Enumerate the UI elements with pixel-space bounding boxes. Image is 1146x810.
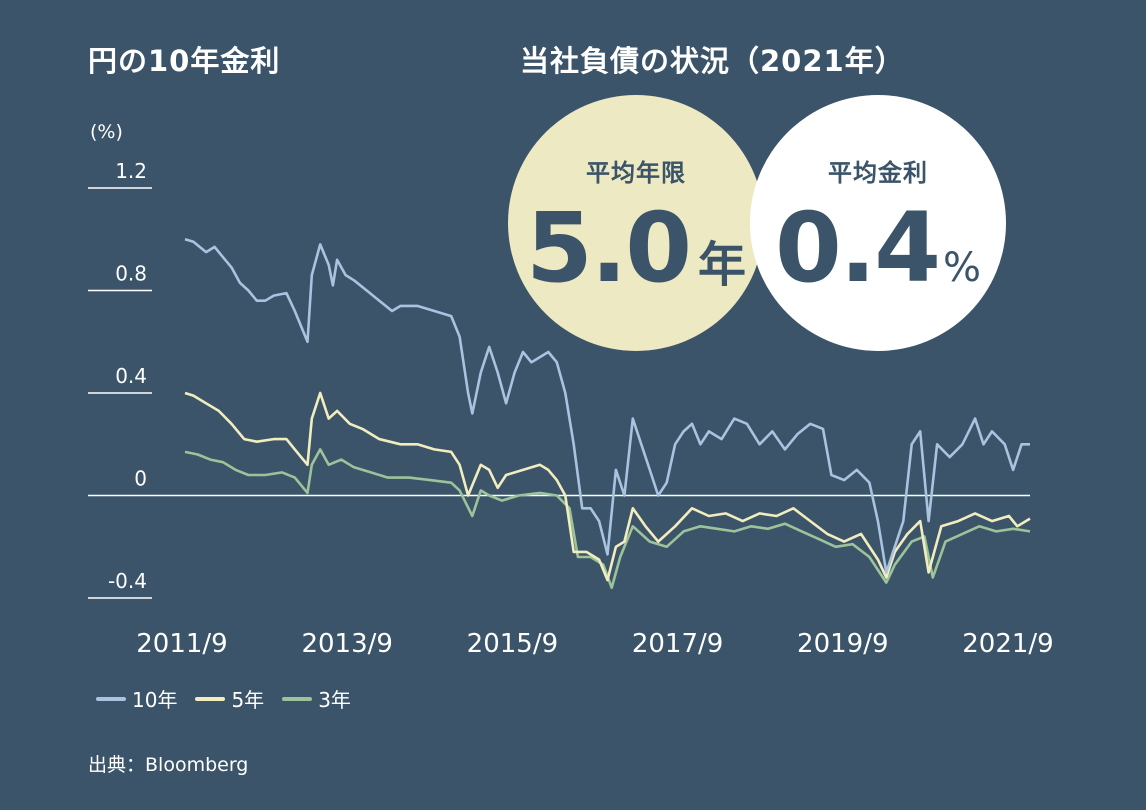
y-tick-label: 0 <box>134 467 147 491</box>
chart-title: 円の10年金利 <box>88 44 281 78</box>
legend-swatch <box>282 696 313 701</box>
average-maturity-value-row: 5.0 年 <box>526 200 746 296</box>
x-tick-label: 2017/9 <box>632 629 723 659</box>
x-axis: 2011/9 2013/9 2015/9 2017/9 2019/9 2021/9 <box>136 629 1053 659</box>
average-maturity-label: 平均年限 <box>586 159 686 187</box>
x-tick-label: 2019/9 <box>797 629 888 659</box>
legend-label: 5年 <box>231 688 265 712</box>
average-rate-circle: 平均金利 0.4 % <box>750 95 1006 351</box>
y-tick-label: 0.8 <box>115 262 147 286</box>
data-source: 出典：Bloomberg <box>88 754 249 776</box>
legend-item: 5年 <box>195 684 264 713</box>
legend-swatch <box>195 696 226 701</box>
x-tick-label: 2021/9 <box>962 629 1053 659</box>
y-tick-label: 0.4 <box>115 364 147 388</box>
y-tick-label: 1.2 <box>115 159 147 183</box>
x-tick-label: 2013/9 <box>301 629 392 659</box>
x-tick-label: 2011/9 <box>136 629 227 659</box>
legend-swatch <box>96 696 126 701</box>
legend-item: 3年 <box>282 684 351 713</box>
chart-legend: 10年 5年 3年 <box>96 684 351 713</box>
average-maturity-value: 5.0 <box>525 192 692 304</box>
series-line-10年 <box>184 238 1030 574</box>
y-axis-unit-label: (%) <box>90 121 123 143</box>
average-rate-value-row: 0.4 % <box>775 200 981 296</box>
series-line-3年 <box>184 448 1031 590</box>
average-rate-value: 0.4 <box>774 192 941 304</box>
average-maturity-unit: 年 <box>698 237 747 293</box>
average-rate-unit: % <box>943 245 982 291</box>
legend-label: 3年 <box>318 688 351 712</box>
y-tick-label: -0.4 <box>108 569 147 593</box>
average-rate-label: 平均金利 <box>828 159 928 187</box>
series-lines <box>184 238 1031 590</box>
average-maturity-circle: 平均年限 5.0 年 <box>508 95 764 351</box>
legend-item: 10年 <box>96 684 177 713</box>
x-tick-label: 2015/9 <box>467 629 558 659</box>
legend-label: 10年 <box>132 688 178 712</box>
liability-panel-title: 当社負債の状況（2021年） <box>520 44 905 78</box>
series-line-5年 <box>184 391 1031 582</box>
y-axis: (%) 1.2 0.8 0.4 0 -0.4 <box>88 121 1030 599</box>
